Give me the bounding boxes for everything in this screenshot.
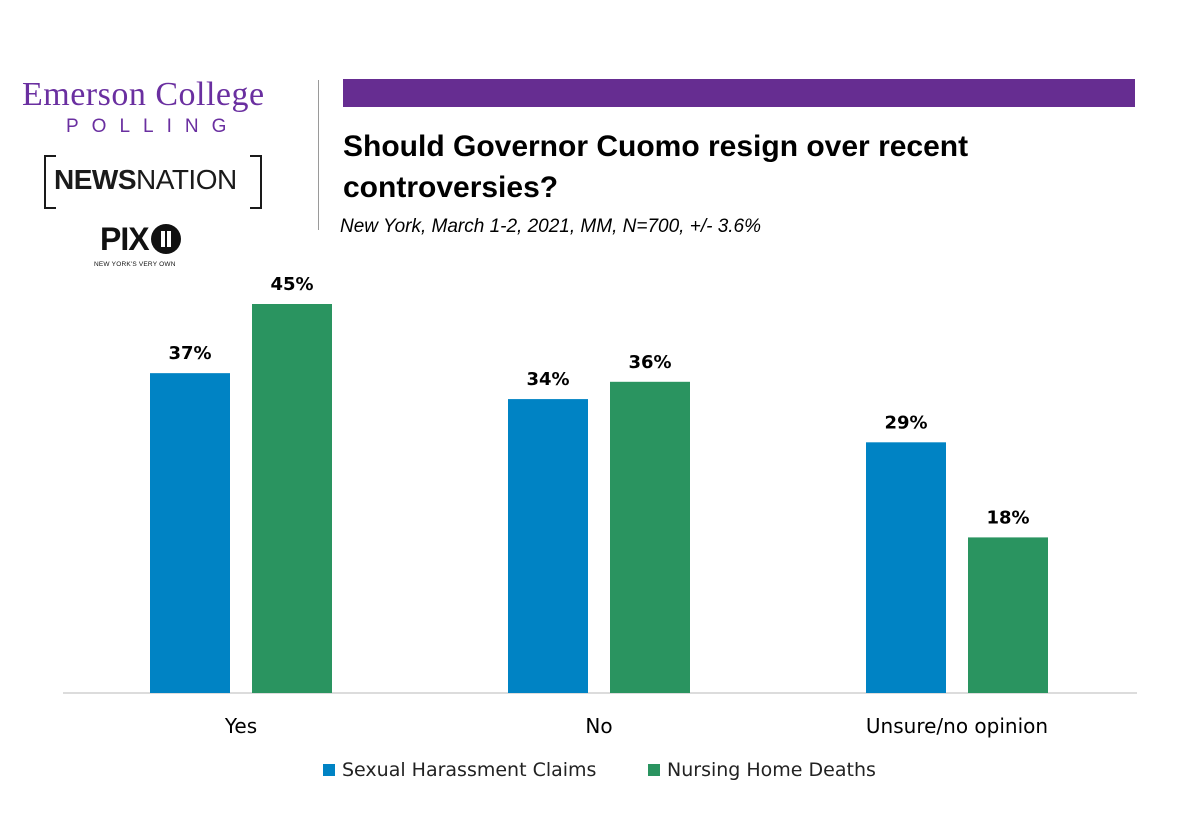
data-label: 37% — [168, 343, 211, 364]
data-label: 29% — [884, 412, 927, 433]
legend-swatch-blue — [323, 764, 335, 776]
pix11-circle-icon — [150, 224, 181, 254]
category-label: Unsure/no opinion — [866, 714, 1048, 738]
newsnation-bracket-right — [250, 155, 262, 209]
header-divider — [318, 80, 319, 230]
legend-label: Sexual Harassment Claims — [342, 759, 597, 781]
brand-bar — [343, 79, 1135, 107]
legend-swatch-green — [648, 764, 660, 776]
data-label: 36% — [628, 352, 671, 373]
data-label: 34% — [526, 369, 569, 390]
bar-sexual-harassment-1 — [508, 399, 588, 693]
bar-sexual-harassment-0 — [150, 373, 230, 693]
newsnation-bracket-left — [44, 155, 56, 209]
legend-item-sexual-harassment: Sexual Harassment Claims — [323, 756, 596, 784]
chart-subtitle: New York, March 1-2, 2021, MM, N=700, +/… — [340, 216, 762, 237]
chart-legend: Sexual Harassment Claims Nursing Home De… — [0, 756, 1200, 784]
pix11-tagline: NEW YORK'S VERY OWN — [94, 261, 176, 268]
category-label: Yes — [224, 714, 257, 738]
legend-item-nursing-home: Nursing Home Deaths — [648, 756, 876, 784]
emerson-college-logo: Emerson College — [22, 76, 265, 113]
chart-title: Should Governor Cuomo resign over recent… — [343, 130, 969, 204]
emerson-polling-logo: POLLING — [66, 116, 240, 137]
legend-label: Nursing Home Deaths — [667, 759, 876, 781]
newsnation-logo: NEWSNATION — [44, 155, 262, 209]
bar-nursing-home-2 — [968, 537, 1048, 693]
category-label: No — [585, 714, 612, 738]
newsnation-wordmark: NEWSNATION — [54, 164, 237, 195]
pix11-logo: PIX — [100, 221, 181, 258]
bar-sexual-harassment-2 — [866, 442, 946, 693]
data-label: 18% — [986, 507, 1029, 528]
bar-nursing-home-0 — [252, 304, 332, 693]
bar-nursing-home-1 — [610, 381, 690, 693]
data-label: 45% — [270, 274, 313, 295]
